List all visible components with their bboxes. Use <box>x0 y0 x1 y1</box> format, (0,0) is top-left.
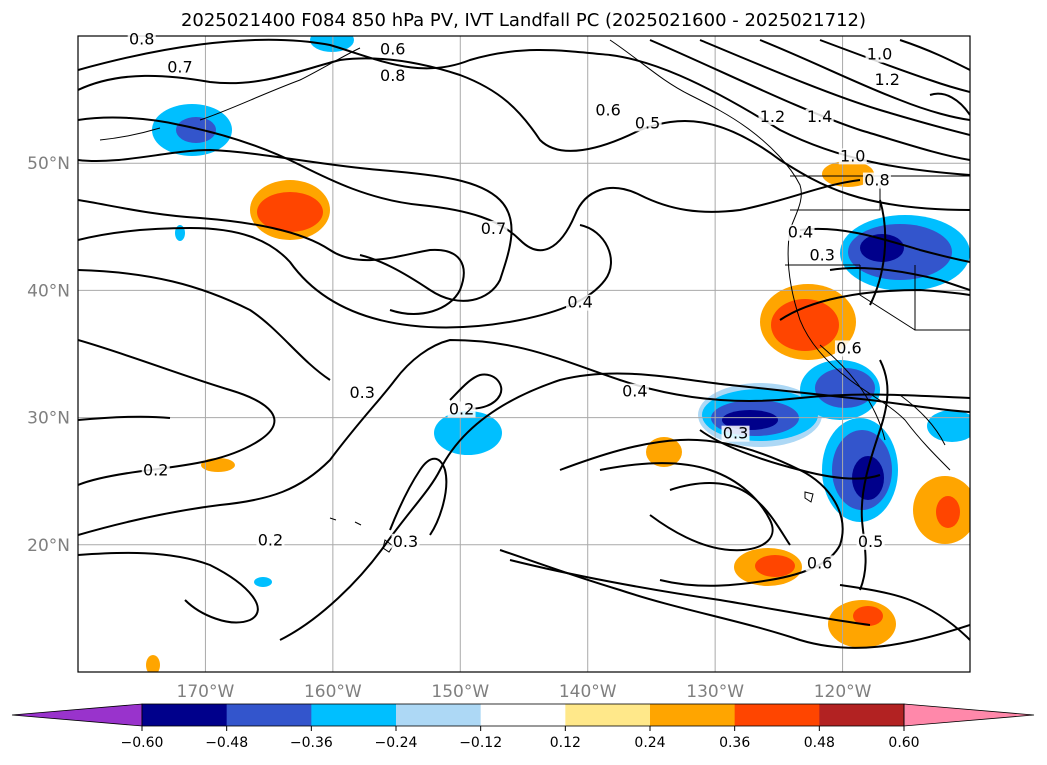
contour-label: 0.8 <box>864 171 889 190</box>
contour-label-bg <box>594 102 623 119</box>
contour-label: 0.4 <box>567 293 592 312</box>
contour-label-bg <box>633 115 662 132</box>
lon-tick-label: 130°W <box>686 682 744 702</box>
contour-label: 0.6 <box>836 338 861 357</box>
lat-tick-label: 50°N <box>27 154 70 174</box>
contour-label-bg <box>348 384 377 401</box>
contour-label: 0.2 <box>258 531 283 550</box>
colorbar-segment <box>226 704 312 726</box>
contour-label: 0.3 <box>349 383 374 402</box>
contour-label-bg <box>165 59 194 76</box>
contour-label: 0.7 <box>167 57 192 76</box>
contour-label-bg <box>620 383 649 400</box>
contour-label: 0.6 <box>595 101 620 120</box>
contour-label-bg <box>479 220 508 237</box>
contour-label: 1.2 <box>874 70 899 89</box>
colorbar-segment <box>734 704 820 726</box>
lat-tick-label: 30°N <box>27 409 70 429</box>
ivt-contours <box>78 38 970 649</box>
contour-label-bg <box>378 68 407 85</box>
lon-tick-label: 160°W <box>304 682 362 702</box>
contour-label-bg <box>378 41 407 58</box>
contour-label: 0.5 <box>635 113 660 132</box>
colorbar-tick-label: −0.12 <box>459 735 502 751</box>
contour-label-bg <box>862 172 891 189</box>
lon-tick-label: 170°W <box>177 682 235 702</box>
gridlines <box>78 36 970 672</box>
colorbar-tick-label: 0.12 <box>550 735 581 751</box>
map-frame <box>77 35 971 673</box>
contour-label: 0.8 <box>129 29 154 48</box>
colorbar-tick-label: 0.24 <box>634 735 665 751</box>
contour-label-bg <box>391 533 420 550</box>
lon-tick-label: 150°W <box>431 682 489 702</box>
contour-label-bg <box>865 46 894 63</box>
lon-tick-label: 140°W <box>559 682 617 702</box>
contour-labels: 0.8 0.7 0.6 0.8 0.6 0.5 1.0 1.2 1.2 1.4 1.0 0.8 0.4 0… <box>127 29 902 572</box>
colorbar-extend-low <box>11 703 143 727</box>
contour-label: 0.4 <box>788 223 813 242</box>
contour-label: 0.3 <box>723 424 748 443</box>
colorbar-tick-label: −0.60 <box>121 735 164 751</box>
contour-label-bg <box>127 31 156 48</box>
contour-label-bg <box>566 294 595 311</box>
contour-label-bg <box>873 72 902 89</box>
contour-label: 0.4 <box>622 382 647 401</box>
lat-tick-label: 40°N <box>27 281 70 301</box>
contour-label: 0.3 <box>809 246 834 265</box>
contour-label-bg <box>856 533 885 550</box>
colorbar-segment <box>565 704 651 726</box>
contour-label-bg <box>808 247 837 264</box>
contour-label: 0.2 <box>449 400 474 419</box>
colorbar-tick-label: −0.24 <box>375 735 418 751</box>
contour-label: 0.3 <box>393 532 418 551</box>
contour-label-bg <box>256 532 285 549</box>
colorbar-segment <box>311 704 397 726</box>
latitude-labels: 20°N 30°N 40°N 50°N <box>27 154 70 556</box>
figure-title: 2025021400 F084 850 hPa PV, IVT Landfall… <box>180 10 867 31</box>
colorbar-tick-label: −0.48 <box>205 735 248 751</box>
contour-label: 0.6 <box>807 553 832 572</box>
pv-shading <box>146 36 970 672</box>
colorbar-extend-high <box>903 703 1035 727</box>
colorbar-tick-label: 0.60 <box>888 735 919 751</box>
longitude-labels: 170°W 160°W 150°W 140°W 130°W 120°W <box>177 682 872 702</box>
colorbar: −0.60 −0.48 −0.36 −0.24 −0.12 0.12 0.24 0.36 0.4… <box>11 703 1035 751</box>
contour-label-bg <box>786 224 815 241</box>
colorbar-segment <box>142 704 228 726</box>
contour-label-bg <box>447 401 476 418</box>
colorbar-tick-label: 0.36 <box>719 735 750 751</box>
contour-label-bg <box>758 108 787 125</box>
contour-label: 1.0 <box>840 146 865 165</box>
contour-label-bg <box>805 555 834 572</box>
lat-tick-label: 20°N <box>27 536 70 556</box>
contour-label: 1.2 <box>760 107 785 126</box>
contour-label-bg <box>834 340 863 357</box>
contour-label-bg <box>805 108 834 125</box>
colorbar-segment <box>480 704 566 726</box>
contour-label: 1.4 <box>807 107 832 126</box>
colorbar-segment <box>650 704 736 726</box>
colorbar-tick-label: 0.48 <box>804 735 835 751</box>
colorbar-outline <box>141 703 905 727</box>
lon-tick-label: 120°W <box>814 682 872 702</box>
contour-label: 0.2 <box>143 461 168 480</box>
contour-label-bg <box>721 425 750 442</box>
colorbar-segment <box>396 704 482 726</box>
colorbar-tick-label: −0.36 <box>290 735 333 751</box>
colorbar-segment <box>819 704 905 726</box>
contour-label-bg <box>141 462 170 479</box>
contour-label: 0.8 <box>380 66 405 85</box>
contour-label-bg <box>838 148 867 165</box>
contour-label: 0.5 <box>858 532 883 551</box>
contour-label: 1.0 <box>867 45 892 64</box>
contour-label: 0.6 <box>380 40 405 59</box>
contour-label: 0.7 <box>481 219 506 238</box>
